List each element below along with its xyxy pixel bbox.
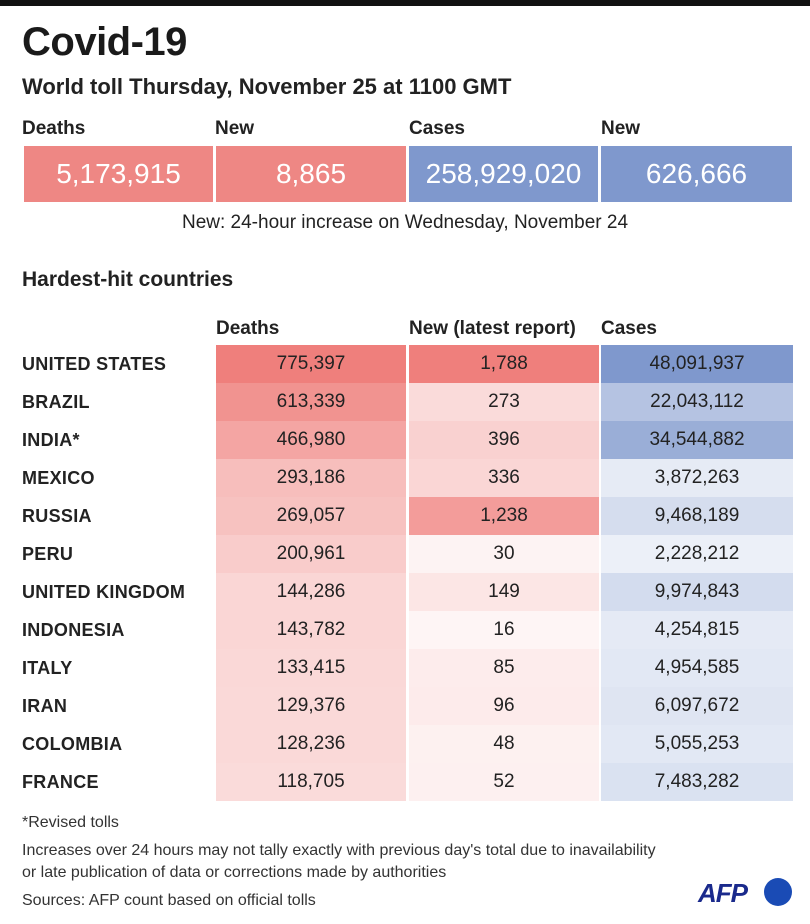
cell-new: 1,788 — [409, 345, 599, 383]
row-country-label: PERU — [22, 544, 74, 564]
row-country-label: BRAZIL — [22, 392, 90, 412]
afp-logo-dot-icon — [764, 878, 792, 906]
cell-deaths: 269,057 — [216, 497, 406, 535]
cell-cases: 6,097,672 — [601, 687, 793, 725]
row-country-label: COLOMBIA — [22, 734, 123, 754]
cell-new: 396 — [409, 421, 599, 459]
row-country-label: UNITED STATES — [22, 354, 167, 374]
row-country-label: INDONESIA — [22, 620, 125, 640]
summary-new-deaths-value: 8,865 — [216, 146, 406, 202]
cell-deaths: 200,961 — [216, 535, 406, 573]
summary-cases-value: 258,929,020 — [409, 146, 598, 202]
summary-new-deaths-label: New — [215, 118, 255, 139]
cell-cases: 9,468,189 — [601, 497, 793, 535]
summary-cases-label: Cases — [409, 118, 465, 139]
afp-logo-text: AFP — [698, 878, 748, 908]
cell-new: 96 — [409, 687, 599, 725]
row-country-label: ITALY — [22, 658, 73, 678]
cell-new: 273 — [409, 383, 599, 421]
row-country-label: RUSSIA — [22, 506, 92, 526]
cell-deaths: 144,286 — [216, 573, 406, 611]
cell-deaths: 133,415 — [216, 649, 406, 687]
summary-note: New: 24-hour increase on Wednesday, Nove… — [181, 212, 629, 233]
row-country-label: FRANCE — [22, 772, 99, 792]
cell-cases: 4,254,815 — [601, 611, 793, 649]
row-country-label: UNITED KINGDOM — [22, 582, 186, 602]
cell-deaths: 143,782 — [216, 611, 406, 649]
cell-cases: 48,091,937 — [601, 345, 793, 383]
summary-deaths-value: 5,173,915 — [24, 146, 213, 202]
summary-new-cases-value: 626,666 — [601, 146, 792, 202]
cell-deaths: 293,186 — [216, 459, 406, 497]
row-country-label: IRAN — [22, 696, 68, 716]
cell-new: 48 — [409, 725, 599, 763]
row-country-label: MEXICO — [22, 468, 95, 488]
footnote-sources: Sources: AFP count based on official tol… — [22, 892, 316, 909]
cell-deaths: 613,339 — [216, 383, 406, 421]
cell-cases: 34,544,882 — [601, 421, 793, 459]
cell-deaths: 466,980 — [216, 421, 406, 459]
cell-cases: 9,974,843 — [601, 573, 793, 611]
cell-new: 149 — [409, 573, 599, 611]
section-title: Hardest-hit countries — [22, 268, 234, 291]
cell-new: 16 — [409, 611, 599, 649]
cell-new: 52 — [409, 763, 599, 801]
footnote-revised: *Revised tolls — [22, 814, 119, 831]
cell-cases: 22,043,112 — [601, 383, 793, 421]
cell-new: 1,238 — [409, 497, 599, 535]
summary-deaths-label: Deaths — [22, 118, 86, 139]
cell-deaths: 118,705 — [216, 763, 406, 801]
cell-deaths: 775,397 — [216, 345, 406, 383]
cell-new: 336 — [409, 459, 599, 497]
cell-new: 85 — [409, 649, 599, 687]
column-header-deaths: Deaths — [216, 318, 280, 339]
cell-new: 30 — [409, 535, 599, 573]
cell-cases: 2,228,212 — [601, 535, 793, 573]
column-header-cases: Cases — [601, 318, 657, 339]
summary-new-cases-label: New — [601, 118, 641, 139]
cell-cases: 3,872,263 — [601, 459, 793, 497]
row-country-label: INDIA* — [22, 430, 80, 450]
cell-cases: 4,954,585 — [601, 649, 793, 687]
column-header-new: New (latest report) — [409, 318, 576, 339]
cell-cases: 5,055,253 — [601, 725, 793, 763]
page-subtitle: World toll Thursday, November 25 at 1100… — [22, 74, 512, 99]
top-rule — [0, 0, 810, 6]
cell-deaths: 128,236 — [216, 725, 406, 763]
footnote-increase-line1: Increases over 24 hours may not tally ex… — [22, 842, 656, 859]
page-title: Covid-19 — [22, 20, 187, 64]
cell-deaths: 129,376 — [216, 687, 406, 725]
footnote-increase-line2: or late publication of data or correctio… — [22, 864, 447, 881]
cell-cases: 7,483,282 — [601, 763, 793, 801]
